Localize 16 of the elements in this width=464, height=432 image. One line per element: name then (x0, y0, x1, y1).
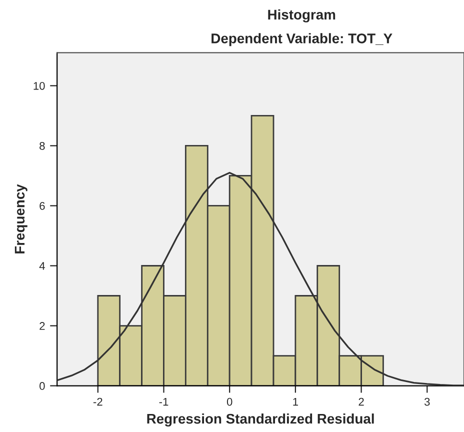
x-tick-label: 1 (293, 398, 298, 406)
x-tick-label: -1 (159, 398, 168, 406)
y-tick-label: 8 (40, 142, 45, 150)
y-tick-label: 0 (40, 382, 45, 390)
y-tick-label: 4 (39, 262, 45, 270)
x-axis-title: Regression Standardized Residual (147, 413, 374, 427)
y-tick-label: 10 (34, 82, 45, 90)
chart-subtitle: Dependent Variable: TOT_Y (212, 33, 392, 46)
y-tick-label: 2 (40, 322, 45, 330)
x-tick-label: 2 (358, 398, 364, 406)
x-tick-label: 3 (424, 398, 430, 406)
y-tick-label: 6 (40, 202, 45, 210)
x-tick-label: -2 (93, 398, 102, 406)
x-tick-label: 0 (226, 398, 232, 406)
y-axis-title: Frequency (14, 184, 28, 254)
chart-title: Histogram (268, 9, 336, 22)
